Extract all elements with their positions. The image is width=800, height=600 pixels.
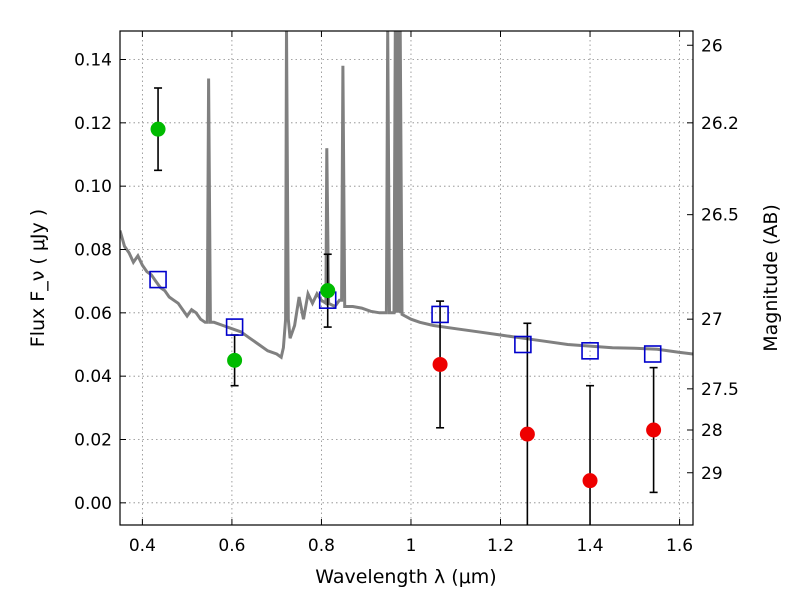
y2-tick-label: 26 [701,36,723,56]
observed-point-red [646,422,662,438]
x-tick-label: 1.6 [666,536,693,556]
plot-area [120,31,693,525]
x-tick-label: 1.2 [487,536,514,556]
y2-tick-label: 27.5 [701,380,739,400]
model-spectrum-line [120,31,693,360]
observed-point-red [519,426,535,442]
y2-axis-title: Magnitude (AB) [760,204,782,352]
model-photometry-points [149,270,662,363]
y2-tick-label: 26.5 [701,206,739,226]
observed-points-green [150,121,336,368]
y-tick-label: 0.06 [74,304,112,324]
observed-point-green [227,352,243,368]
y2-tick-label: 29 [701,464,723,484]
model-photometry-marker [225,318,244,336]
x-tick-label: 0.8 [308,536,335,556]
error-bars [154,87,658,525]
y2-tick-label: 28 [701,421,723,441]
y2-axis-ticks: 26 26.2 26.5 27 27.5 28 29 [687,36,739,484]
x-tick-label: 1 [406,536,417,556]
model-photometry-marker [643,345,662,363]
model-photometry-marker [149,270,167,289]
plot-frame [119,30,694,526]
model-photometry-marker [514,335,532,354]
y-tick-label: 0.02 [74,431,112,451]
observed-points-red [432,356,662,489]
x-axis-title: Wavelength λ (μm) [315,566,496,588]
y-tick-label: 0.00 [74,494,112,514]
y2-tick-label: 26.2 [701,114,739,134]
x-tick-label: 0.6 [218,536,245,556]
y-tick-label: 0.04 [74,367,112,387]
observed-point-red [582,473,598,489]
observed-point-red [432,356,448,372]
x-tick-label: 1.4 [577,536,604,556]
y-tick-label: 0.14 [74,51,112,71]
observed-point-green [150,121,166,137]
y-tick-label: 0.08 [74,241,112,261]
x-tick-label: 0.4 [129,536,156,556]
y-tick-label: 0.10 [74,177,112,197]
model-photometry-marker [431,305,449,324]
y-tick-label: 0.12 [74,114,112,134]
y-axis-title: Flux F_ν ( μJy ) [27,209,49,347]
grid-lines [120,31,693,525]
x-axis-ticks: 0.4 0.6 0.8 1 1.2 1.4 1.6 [129,31,693,556]
y2-tick-label: 27 [701,310,723,330]
y-axis-ticks: 0.00 0.02 0.04 0.06 0.08 0.10 0.12 0.14 [74,51,126,514]
observed-point-green [320,283,336,299]
model-photometry-marker [581,342,599,360]
